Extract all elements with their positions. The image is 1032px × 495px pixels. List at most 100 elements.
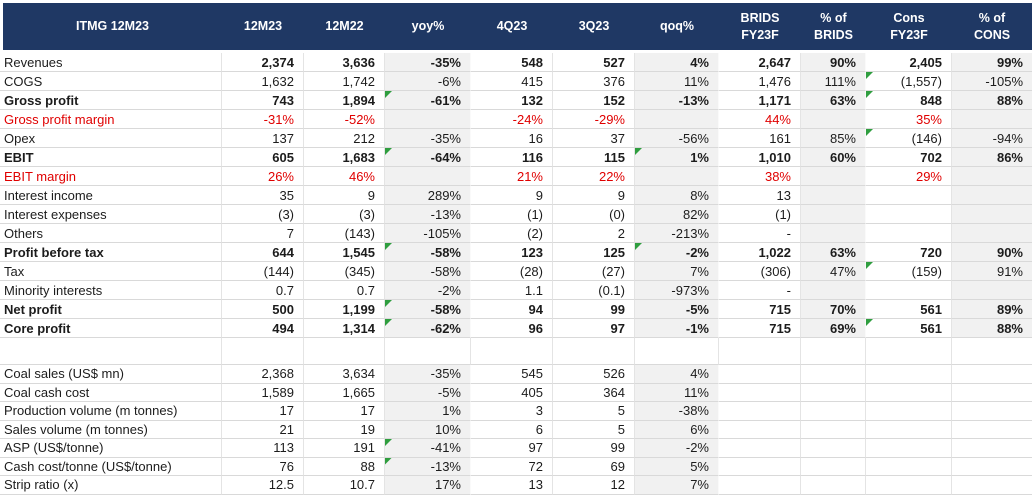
value-cell: -5% [385, 383, 471, 402]
value-cell: 99 [553, 439, 635, 458]
column-header-brids-fy23f: BRIDS FY23F [740, 11, 780, 42]
row-label: Tax [0, 262, 222, 281]
value-cell [719, 402, 801, 421]
value-cell: 500 [222, 300, 304, 319]
value-cell: 1.1 [471, 281, 553, 300]
value-cell [952, 338, 1032, 365]
value-cell: -973% [635, 281, 719, 300]
value-cell: 152 [553, 91, 635, 110]
value-cell: 545 [471, 365, 553, 384]
value-cell: 2,647 [719, 53, 801, 72]
row-label: Production volume (m tonnes) [0, 402, 222, 421]
value-cell: 364 [553, 383, 635, 402]
value-cell: 116 [471, 148, 553, 167]
value-cell: -2% [635, 243, 719, 262]
table-row-opex: Opex 137 212 -35% 16 37 -56% 161 85% (146) -94% [0, 129, 1032, 148]
value-cell [866, 439, 952, 458]
value-cell: 63% [801, 243, 866, 262]
value-cell [719, 457, 801, 476]
value-cell: 123 [471, 243, 553, 262]
value-cell [866, 383, 952, 402]
value-cell: -13% [635, 91, 719, 110]
value-cell: 2 [553, 224, 635, 243]
row-label: Gross profit [0, 91, 222, 110]
value-cell: 1,314 [304, 319, 385, 338]
value-cell [866, 402, 952, 421]
excel-error-flag-icon [866, 262, 873, 269]
table-row-strip-ratio-x: Strip ratio (x) 12.5 10.7 17% 13 12 7% [0, 476, 1032, 495]
value-cell: 11% [635, 72, 719, 91]
value-cell: 715 [719, 319, 801, 338]
value-cell: 44% [719, 110, 801, 129]
value-cell [952, 420, 1032, 439]
value-cell: -2% [385, 281, 471, 300]
value-cell: 96 [471, 319, 553, 338]
table-row-others: Others 7 (143) -105% (2) 2 -213% - [0, 224, 1032, 243]
value-cell: 702 [866, 148, 952, 167]
value-cell: 1,742 [304, 72, 385, 91]
value-cell [952, 402, 1032, 421]
value-cell: 70% [801, 300, 866, 319]
value-cell: 848 [866, 91, 952, 110]
value-cell: -94% [952, 129, 1032, 148]
value-cell [635, 167, 719, 186]
table-row-tax: Tax (144) (345) -58% (28) (27) 7% (306) 47% (159)… [0, 262, 1032, 281]
value-cell [801, 224, 866, 243]
value-cell: 4% [635, 365, 719, 384]
value-cell: 376 [553, 72, 635, 91]
value-cell [635, 338, 719, 365]
value-cell: -13% [385, 457, 471, 476]
value-cell: -105% [385, 224, 471, 243]
value-cell: 29% [866, 167, 952, 186]
value-cell: -35% [385, 365, 471, 384]
value-cell: (144) [222, 262, 304, 281]
value-cell: 88 [304, 457, 385, 476]
value-cell [719, 338, 801, 365]
value-cell: (2) [471, 224, 553, 243]
value-cell [952, 167, 1032, 186]
value-cell [801, 457, 866, 476]
value-cell: 132 [471, 91, 553, 110]
value-cell: 137 [222, 129, 304, 148]
value-cell [719, 365, 801, 384]
row-label: Minority interests [0, 281, 222, 300]
value-cell: 125 [553, 243, 635, 262]
value-cell: 13 [471, 476, 553, 495]
value-cell [222, 338, 304, 365]
row-label: Opex [0, 129, 222, 148]
value-cell: 9 [304, 186, 385, 205]
value-cell: 17 [304, 402, 385, 421]
column-header-qoq: qoq% [659, 19, 695, 34]
row-label: Gross profit margin [0, 110, 222, 129]
value-cell: 415 [471, 72, 553, 91]
value-cell: 10% [385, 420, 471, 439]
value-cell: 89% [952, 300, 1032, 319]
value-cell: 548 [471, 53, 553, 72]
value-cell [866, 186, 952, 205]
value-cell: 2,405 [866, 53, 952, 72]
value-cell [866, 224, 952, 243]
excel-error-flag-icon [385, 148, 392, 155]
value-cell: 4% [635, 53, 719, 72]
value-cell [801, 420, 866, 439]
value-cell: -24% [471, 110, 553, 129]
value-cell: 1,665 [304, 383, 385, 402]
value-cell: 561 [866, 300, 952, 319]
value-cell: (27) [553, 262, 635, 281]
value-cell [866, 338, 952, 365]
row-label [0, 338, 222, 365]
value-cell: 69% [801, 319, 866, 338]
value-cell [801, 439, 866, 458]
value-cell: 99 [553, 300, 635, 319]
value-cell: - [719, 281, 801, 300]
table-row-coal-cash-cost: Coal cash cost 1,589 1,665 -5% 405 364 11% [0, 383, 1032, 402]
excel-error-flag-icon [385, 439, 392, 446]
value-cell: 97 [553, 319, 635, 338]
value-cell: 35% [866, 110, 952, 129]
row-label: Net profit [0, 300, 222, 319]
value-cell [385, 110, 471, 129]
value-cell: -58% [385, 262, 471, 281]
value-cell: (0.1) [553, 281, 635, 300]
row-label: Others [0, 224, 222, 243]
